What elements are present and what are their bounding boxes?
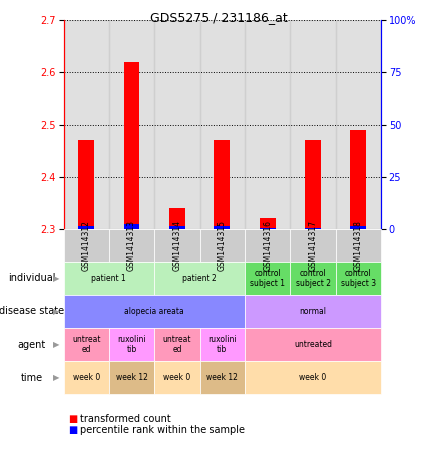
Text: untreat
ed: untreat ed	[72, 335, 100, 354]
Text: ■: ■	[68, 414, 77, 424]
Text: GSM1414316: GSM1414316	[263, 220, 272, 271]
Bar	[124, 62, 139, 229]
Text: week 0: week 0	[300, 373, 327, 382]
Bar	[336, 20, 381, 229]
Text: ■: ■	[68, 425, 77, 435]
Bar	[64, 20, 109, 229]
Bar	[169, 208, 185, 229]
Text: GSM1414314: GSM1414314	[173, 220, 181, 271]
Text: week 12: week 12	[116, 373, 148, 382]
Bar	[260, 218, 276, 229]
Bar	[169, 226, 185, 229]
Text: GSM1414318: GSM1414318	[354, 220, 363, 271]
Bar	[78, 140, 94, 229]
Text: normal: normal	[300, 307, 326, 316]
Bar	[350, 130, 366, 229]
Text: ▶: ▶	[53, 307, 59, 316]
Bar	[260, 228, 276, 229]
Text: transformed count: transformed count	[80, 414, 171, 424]
Bar	[350, 226, 366, 229]
Text: individual: individual	[8, 273, 56, 284]
Bar	[214, 226, 230, 229]
Text: ▶: ▶	[53, 340, 59, 349]
Bar	[200, 20, 245, 229]
Bar	[78, 226, 94, 229]
Text: patient 2: patient 2	[182, 274, 217, 283]
Text: ruxolini
tib: ruxolini tib	[117, 335, 146, 354]
Text: patient 1: patient 1	[92, 274, 126, 283]
Text: GSM1414313: GSM1414313	[127, 220, 136, 271]
Text: GDS5275 / 231186_at: GDS5275 / 231186_at	[150, 11, 288, 24]
Text: alopecia areata: alopecia areata	[124, 307, 184, 316]
Bar	[305, 140, 321, 229]
Text: time: time	[21, 372, 43, 383]
Text: ruxolini
tib: ruxolini tib	[208, 335, 237, 354]
Text: control
subject 3: control subject 3	[341, 269, 376, 288]
Text: week 0: week 0	[73, 373, 100, 382]
Bar	[305, 228, 321, 229]
Text: ▶: ▶	[53, 274, 59, 283]
Text: week 12: week 12	[206, 373, 238, 382]
Bar	[109, 20, 154, 229]
Bar	[154, 20, 200, 229]
Text: control
subject 2: control subject 2	[296, 269, 331, 288]
Text: agent: agent	[18, 339, 46, 350]
Text: GSM1414317: GSM1414317	[308, 220, 318, 271]
Text: ▶: ▶	[53, 373, 59, 382]
Text: GSM1414315: GSM1414315	[218, 220, 227, 271]
Text: untreated: untreated	[294, 340, 332, 349]
Text: GSM1414312: GSM1414312	[82, 220, 91, 271]
Text: week 0: week 0	[163, 373, 191, 382]
Bar	[124, 223, 139, 229]
Bar	[290, 20, 336, 229]
Bar	[245, 20, 290, 229]
Text: percentile rank within the sample: percentile rank within the sample	[80, 425, 245, 435]
Text: disease state: disease state	[0, 306, 64, 317]
Text: control
subject 1: control subject 1	[250, 269, 285, 288]
Bar	[214, 140, 230, 229]
Text: untreat
ed: untreat ed	[162, 335, 191, 354]
